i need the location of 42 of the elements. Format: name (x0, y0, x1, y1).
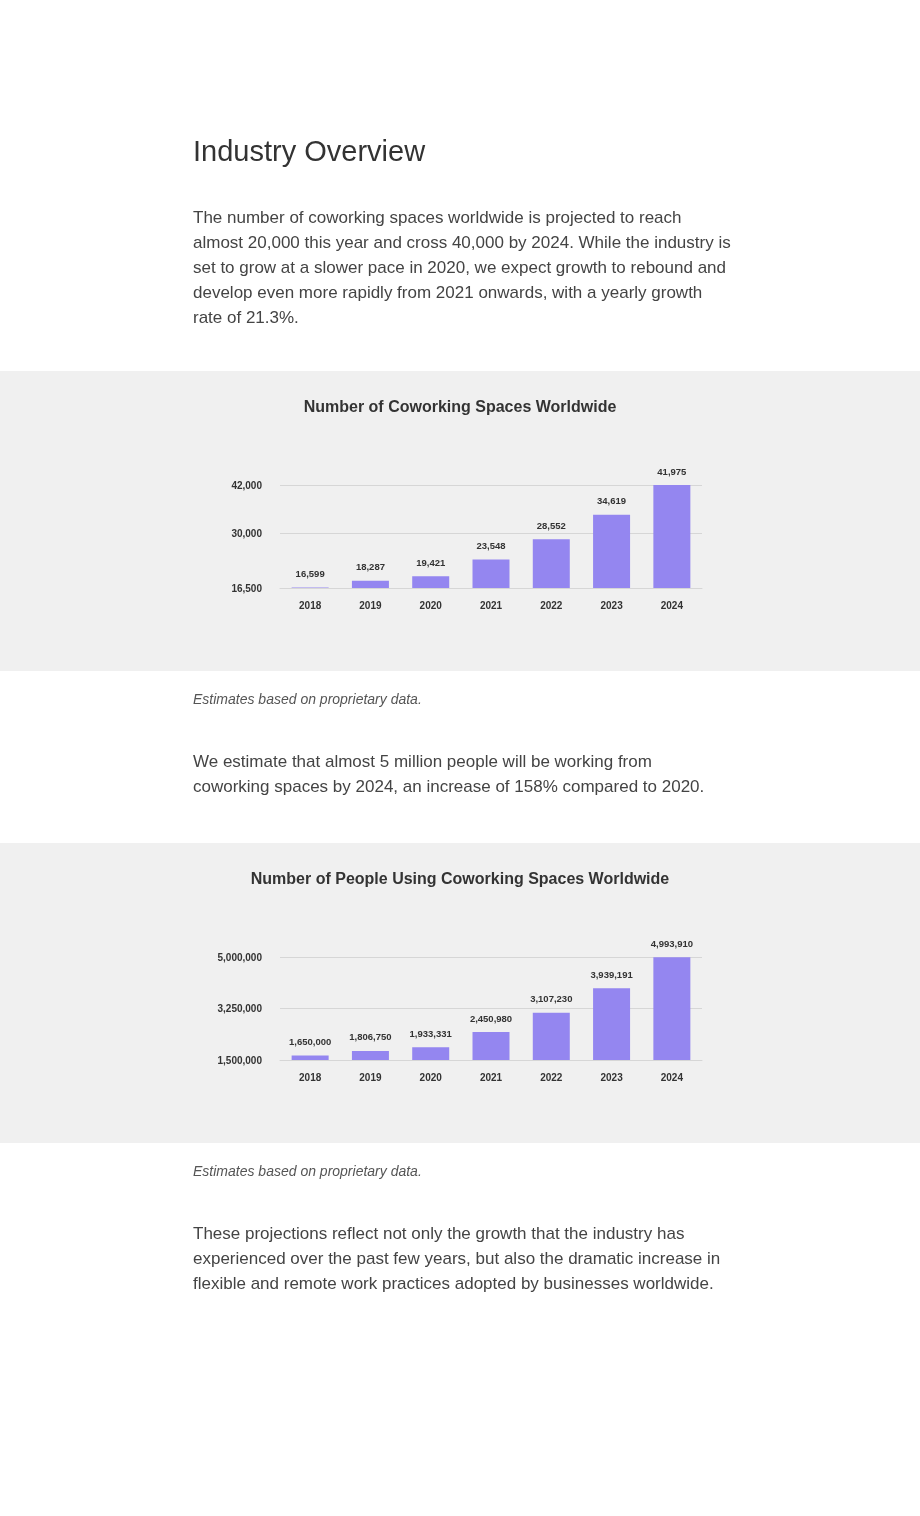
chart-title: Number of People Using Coworking Spaces Worldwide (250, 869, 670, 887)
data-label: 18,287 (355, 561, 385, 573)
data-label: 34,619 (597, 495, 627, 507)
x-tick-label: 2021 (479, 1071, 503, 1083)
x-tick-label: 2022 (540, 1071, 563, 1083)
x-tick-label: 2020 (419, 1071, 443, 1083)
data-label: 1,806,750 (349, 1031, 392, 1043)
data-label: 4,993,910 (650, 937, 693, 949)
data-label: 41,975 (657, 465, 688, 477)
x-tick-label: 2018 (299, 1071, 322, 1083)
x-tick-label: 2024 (660, 1071, 684, 1083)
y-tick-label: 5,000,000 (217, 951, 263, 963)
text: Estimates based on proprietary data. (193, 1163, 423, 1179)
x-tick-label: 2019 (359, 1071, 382, 1083)
data-label: 2,450,980 (469, 1012, 513, 1024)
data-label: 23,548 (476, 540, 506, 552)
data-label: 1,933,331 (409, 1027, 453, 1039)
x-tick-label: 2024 (660, 599, 684, 611)
data-label: 16,599 (295, 568, 325, 580)
text: We estimate that almost 5 million people will be working from coworking spaces by 2024, an increase of 158% compared to 2020. (193, 751, 706, 798)
x-tick-label: 2023 (600, 1071, 624, 1083)
y-tick-label: 30,000 (231, 527, 263, 539)
y-tick-label: 3,250,000 (217, 1003, 263, 1014)
chart-title: Number of Coworking Spaces Worldwide (303, 397, 617, 415)
x-tick-label: 2021 (479, 599, 503, 611)
text: These projections reflect not only the growth that the industry has experienced over the past few years, but also the dramatic increase in flexible and remote work practices adopted by businesses worldwide. (193, 1223, 722, 1295)
data-label: 3,107,230 (530, 993, 573, 1005)
data-label: 19,421 (416, 556, 446, 568)
data-label: 1,650,000 (289, 1036, 332, 1048)
x-tick-label: 2023 (600, 599, 624, 611)
data-label: 3,939,191 (590, 968, 634, 980)
x-tick-label: 2019 (359, 599, 382, 611)
x-tick-label: 2020 (419, 599, 443, 611)
x-tick-label: 2018 (299, 599, 322, 611)
text: The number of coworking spaces worldwide is projected to reach almost 20,000 this year and cross 40,000 by 2024. While the industry is set to grow at a slower pace in 2020, we expect growth to rebound and develop even more rapidly from 2021 onwards, with a yearly growth rate of 21.3%. (193, 207, 732, 329)
x-tick-label: 2022 (540, 599, 563, 611)
text: Industry Overview (193, 135, 426, 168)
text: Estimates based on proprietary data. (193, 691, 423, 707)
y-tick-label: 16,500 (231, 582, 263, 594)
y-tick-label: 42,000 (231, 479, 263, 491)
data-label: 28,552 (536, 519, 566, 531)
y-tick-label: 1,500,000 (217, 1054, 263, 1066)
